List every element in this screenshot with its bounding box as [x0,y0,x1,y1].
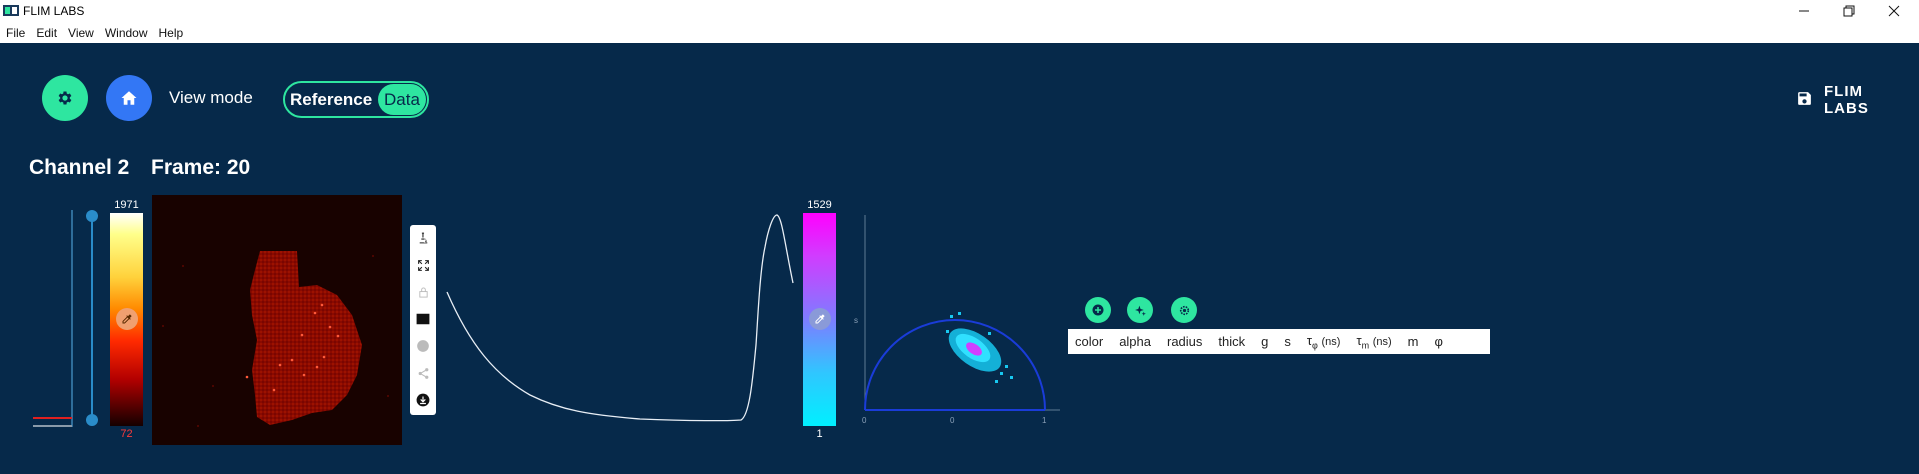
svg-text:FLIM: FLIM [1824,83,1863,100]
phasor-table-header: color alpha radius thick g s τφ (ns) τm … [1068,329,1490,354]
range-slider-track-left [71,210,73,427]
tool-lock[interactable] [414,283,432,301]
fullscreen-icon [417,259,429,271]
menu-help[interactable]: Help [158,25,184,40]
close-button[interactable] [1871,0,1916,22]
view-mode-label: View mode [169,88,253,107]
flim-labs-logo: FLIM LABS [1824,83,1869,116]
tool-rectangle[interactable] [414,310,432,328]
plus-circle-icon [1092,304,1104,316]
eyedropper-icon [122,314,132,324]
frame-title: Frame: 20 [151,156,251,179]
eyedropper-icon [815,314,825,324]
settings-button[interactable] [42,75,88,121]
range-slider-track [91,213,93,419]
phasor-x-tick-2: 1 [1042,416,1047,425]
phasor-settings-button[interactable] [1171,297,1197,323]
auto-button[interactable] [1127,297,1153,323]
rectangle-icon [416,313,430,325]
col-alpha: alpha [1119,334,1151,349]
intensity-picker-button[interactable] [116,308,138,330]
col-phi: φ [1434,334,1443,349]
col-tau-m: τm (ns) [1356,332,1392,351]
toggle-data[interactable]: Data [378,84,426,115]
tool-share[interactable] [414,364,432,382]
col-thick: thick [1218,334,1246,349]
decay-curve [446,214,794,422]
minimize-button[interactable] [1781,0,1826,22]
tool-fullscreen[interactable] [414,256,432,274]
gear-icon [58,91,72,105]
menu-bar: File Edit View Window Help [0,22,1919,43]
image-toolbar [410,225,436,415]
microscope-icon [419,232,427,244]
phasor-max-label: 1529 [807,199,832,211]
phasor-x-tick-1: 0 [950,416,955,425]
decay-curve-plot[interactable] [440,205,800,430]
add-row-button[interactable] [1085,297,1111,323]
col-s: s [1284,334,1291,349]
title-bar: FLIM LABS [0,0,1919,22]
sparkle-icon [1134,305,1146,316]
slider-marker-red [33,417,72,419]
channel-title: Channel 2 [29,156,130,179]
universal-circle [864,319,1046,411]
col-color: color [1075,334,1104,349]
phasor-cluster [946,312,1013,383]
home-icon [121,91,137,105]
intensity-image[interactable] [152,195,402,445]
share-icon [418,367,428,379]
window-title: FLIM LABS [23,4,85,18]
circle-icon [417,340,429,352]
home-button[interactable] [106,75,152,121]
download-icon [416,393,430,407]
tool-microscope[interactable] [414,229,432,247]
range-slider-bottom-handle[interactable] [86,414,98,426]
toggle-reference[interactable]: Reference [290,90,373,109]
col-m: m [1407,334,1419,349]
svg-text:LABS: LABS [1824,100,1869,116]
restore-button[interactable] [1826,0,1871,22]
intensity-min-label: 72 [120,428,133,440]
intensity-max-label: 1971 [114,199,139,211]
col-g: g [1261,334,1269,349]
col-tau-phi: τφ (ns) [1306,332,1341,351]
phasor-picker-button[interactable] [809,308,831,330]
tool-circle[interactable] [414,337,432,355]
menu-edit[interactable]: Edit [36,25,58,40]
lock-icon [418,286,428,298]
phasor-plot[interactable]: 0 0 1 s [850,210,1060,425]
view-mode-toggle[interactable]: Reference Data [283,81,429,118]
tool-download[interactable] [414,391,432,409]
save-icon[interactable] [1796,90,1813,107]
app-icon [3,5,19,16]
gear-icon [1179,305,1189,315]
phasor-min-label: 1 [816,428,823,440]
slider-marker-gray [33,425,72,427]
menu-file[interactable]: File [6,25,26,40]
phasor-y-label: s [854,316,858,325]
restore-icon [1843,5,1854,17]
menu-view[interactable]: View [68,25,94,40]
menu-window[interactable]: Window [104,25,148,40]
close-icon [1888,5,1899,17]
minimize-icon [1798,10,1809,12]
range-slider-top-handle[interactable] [86,210,98,222]
col-radius: radius [1167,334,1203,349]
phasor-x-tick-0: 0 [862,416,867,425]
